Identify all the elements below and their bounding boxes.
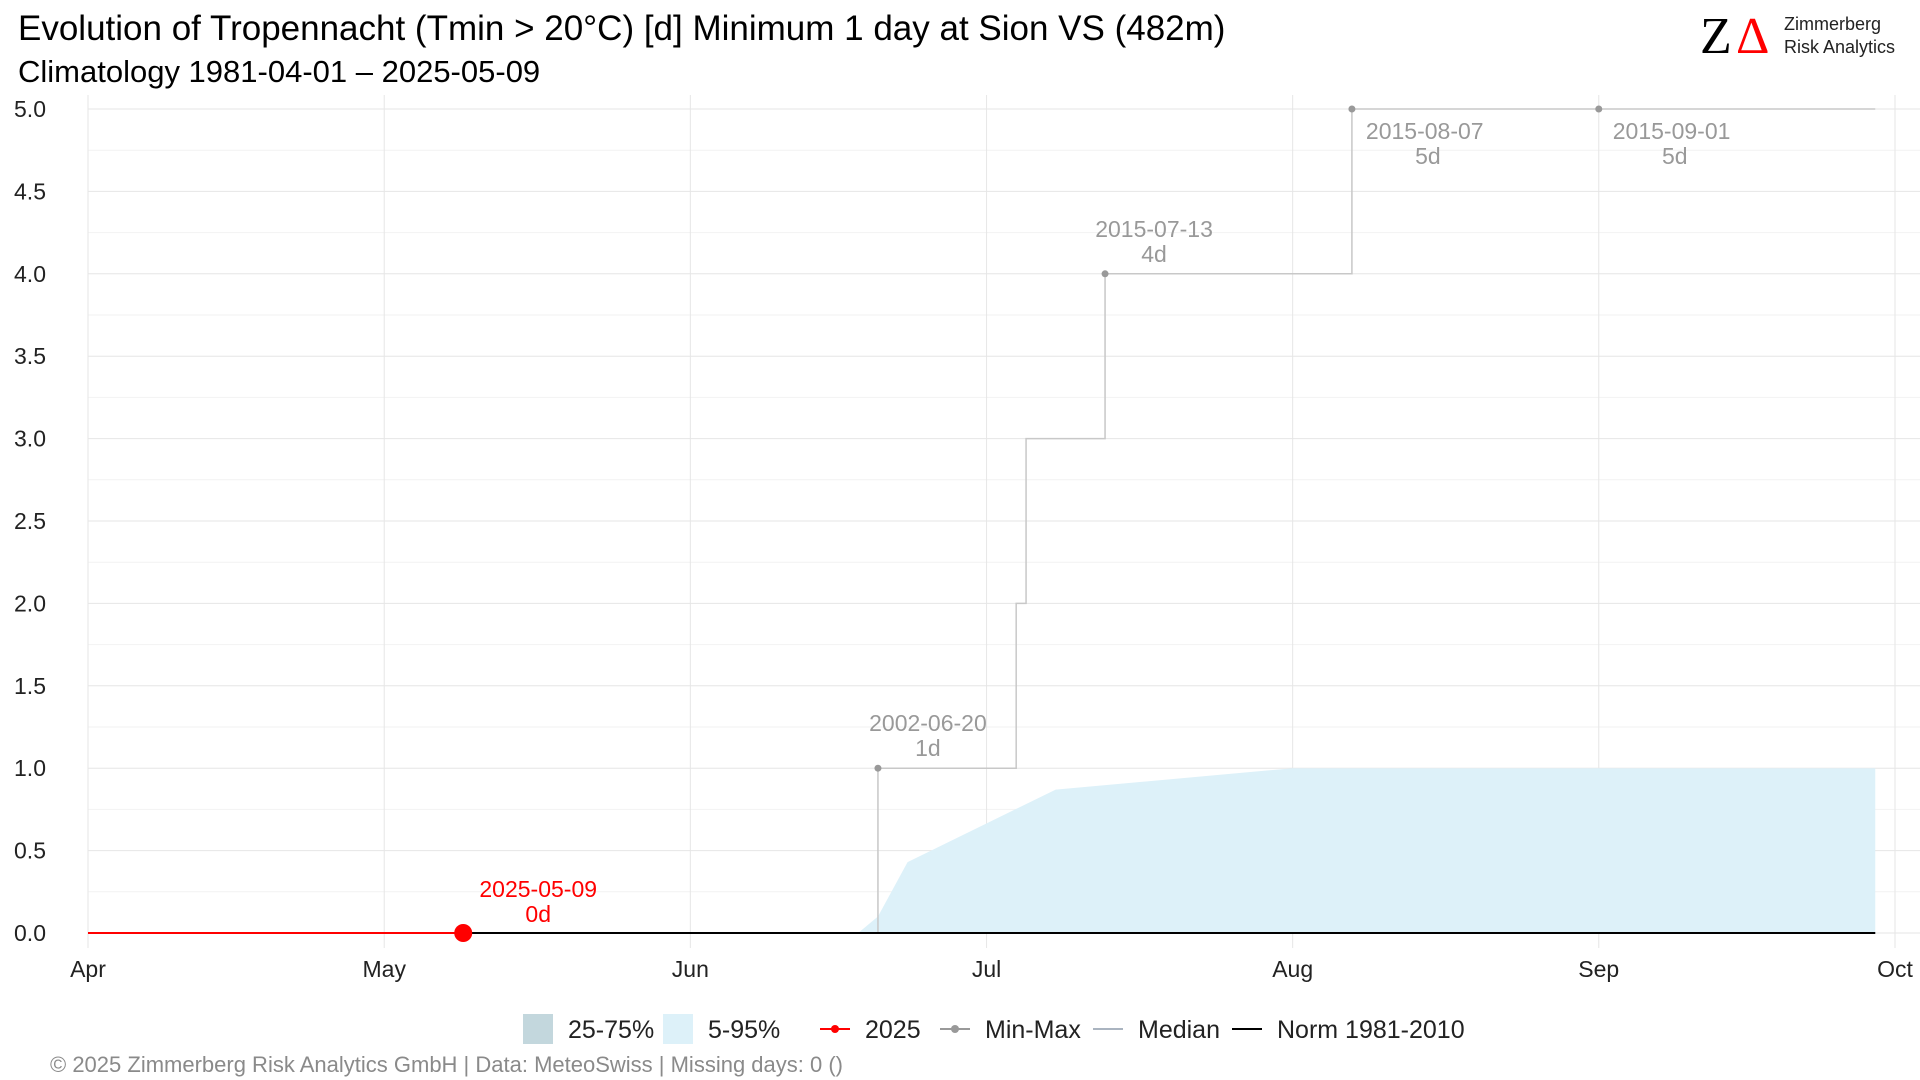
current-annotation-date: 2025-05-09 (479, 876, 597, 902)
annotation-value: 4d (1141, 241, 1167, 267)
annotation-value: 5d (1662, 143, 1688, 169)
min-max-point (1101, 270, 1109, 278)
annotation-date: 2015-07-13 (1095, 216, 1213, 242)
annotation-date: 2015-09-01 (1613, 118, 1731, 144)
band-5-95 (858, 768, 1876, 933)
y-tick-label: 4.0 (14, 261, 46, 287)
current-annotation-value: 0d (525, 901, 551, 927)
x-tick-label: Oct (1877, 956, 1913, 982)
legend-label: 25-75% (568, 1016, 654, 1044)
logo-line-2: Risk Analytics (1784, 37, 1895, 57)
min-max-line (877, 108, 1876, 933)
logo: Z Δ Zimmerberg Risk Analytics (1700, 8, 1895, 65)
legend-swatch-box (523, 1014, 553, 1044)
y-axis-ticks: 0.0 0.5 1.0 1.5 2.0 2.5 3.0 3.5 4.0 4.5 5.0 (14, 96, 46, 946)
legend-label: Norm 1981-2010 (1277, 1016, 1465, 1044)
x-tick-label: Aug (1272, 956, 1313, 982)
footer-credit: © 2025 Zimmerberg Risk Analytics GmbH | … (50, 1052, 843, 1077)
x-tick-label: May (363, 956, 407, 982)
legend-label: 5-95% (708, 1016, 780, 1044)
y-tick-label: 2.5 (14, 508, 46, 534)
logo-delta-mark: Δ (1736, 8, 1769, 65)
min-max-point (1348, 105, 1356, 113)
y-tick-label: 2.0 (14, 590, 46, 616)
grid-lines (87, 95, 1920, 948)
annotation-date: 2002-06-20 (869, 710, 987, 736)
min-max-point (874, 764, 882, 772)
legend-label: Min-Max (985, 1016, 1081, 1044)
annotation-layer: 2002-06-201d2015-07-134d2015-08-075d2015… (479, 118, 1730, 927)
x-tick-label: Sep (1578, 956, 1619, 982)
y-tick-label: 5.0 (14, 96, 46, 122)
legend-swatch-dot (831, 1025, 839, 1033)
y-tick-label: 1.0 (14, 755, 46, 781)
y-tick-label: 1.5 (14, 673, 46, 699)
y-tick-label: 0.0 (14, 920, 46, 946)
legend: 25-75% 5-95% 2025 Min-Max Median Norm 1981-20… (523, 1014, 1465, 1044)
x-tick-label: Apr (70, 956, 106, 982)
series-layer (88, 108, 1876, 934)
point-layer (454, 105, 1603, 942)
chart-subtitle: Climatology 1981-04-01 – 2025-05-09 (18, 54, 540, 89)
legend-label: 2025 (865, 1016, 921, 1044)
legend-swatch-dot (951, 1025, 959, 1033)
legend-swatch-box (663, 1014, 693, 1044)
min-max-point (1595, 105, 1603, 113)
annotation-value: 1d (915, 735, 941, 761)
logo-z-mark: Z (1700, 8, 1732, 65)
annotation-date: 2015-08-07 (1366, 118, 1484, 144)
x-tick-label: Jun (672, 956, 709, 982)
logo-line-1: Zimmerberg (1784, 14, 1881, 34)
current-point (454, 924, 473, 942)
annotation-value: 5d (1415, 143, 1441, 169)
band-layer (858, 768, 1876, 933)
x-tick-label: Jul (972, 956, 1001, 982)
legend-label: Median (1138, 1016, 1220, 1044)
chart-title: Evolution of Tropennacht (Tmin > 20°C) [… (18, 9, 1225, 48)
y-tick-label: 0.5 (14, 838, 46, 864)
y-tick-label: 4.5 (14, 178, 46, 204)
x-axis-ticks: Apr May Jun Jul Aug Sep Oct (70, 956, 1913, 982)
y-tick-label: 3.0 (14, 426, 46, 452)
y-tick-label: 3.5 (14, 343, 46, 369)
